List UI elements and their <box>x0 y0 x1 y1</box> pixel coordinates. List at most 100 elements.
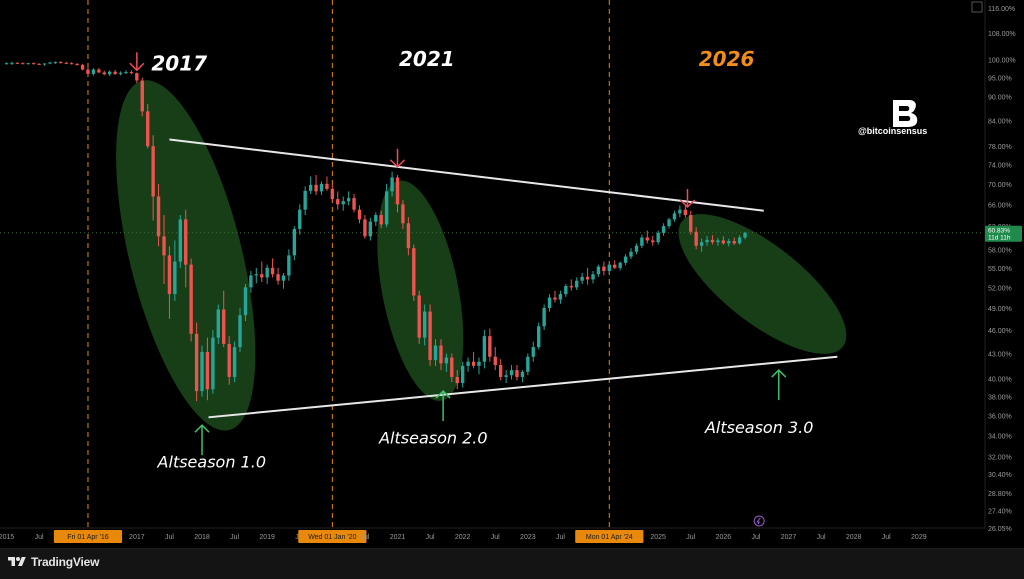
candle-body <box>569 286 573 288</box>
candle-body <box>184 219 188 265</box>
candle-body <box>80 64 85 70</box>
candle-body <box>547 297 552 309</box>
candle-body <box>460 365 465 384</box>
arrow-up-icon <box>194 424 210 433</box>
arrow-up-icon <box>771 369 787 378</box>
x-tick-label: Jul <box>686 534 695 541</box>
candle-body <box>374 215 378 222</box>
tradingview-logo[interactable]: TradingView <box>8 555 99 569</box>
candle-body <box>667 219 671 227</box>
candle-body <box>292 228 297 256</box>
candle-body <box>623 256 628 263</box>
tradingview-logo-icon <box>8 557 26 566</box>
candle-body <box>216 309 220 338</box>
y-tick-label: 49.00% <box>988 306 1012 313</box>
arrow-down-icon <box>389 159 406 168</box>
candle-body <box>156 196 161 237</box>
candle-body <box>205 351 210 390</box>
bitcoinsensus-logo-icon <box>893 100 918 127</box>
candle-body <box>542 308 546 327</box>
x-tick-label: Jul <box>751 534 760 541</box>
x-tick-label: Jul <box>165 534 174 541</box>
current-value-label: 60.83% <box>988 228 1010 235</box>
candle-body <box>194 333 199 392</box>
trendline-upper <box>169 138 764 212</box>
candle-body <box>602 266 606 271</box>
year-label: 2026 <box>699 47 755 71</box>
x-tick-label: Jul <box>230 534 239 541</box>
y-tick-label: 70.00% <box>988 182 1012 189</box>
x-tick-label: 2025 <box>650 534 666 541</box>
candle-body <box>140 80 144 112</box>
arrow-up-icon <box>435 390 451 399</box>
candle-body <box>689 215 693 232</box>
candle-body <box>363 219 367 237</box>
candle-body <box>645 237 649 241</box>
candle-body <box>732 241 736 244</box>
year-label: 2017 <box>151 51 207 75</box>
y-tick-label: 43.00% <box>988 352 1012 359</box>
candle-body <box>591 274 595 280</box>
candle-body <box>455 376 459 384</box>
candle-body <box>401 204 405 224</box>
candle-body <box>433 345 438 361</box>
x-tick-label: 2017 <box>129 534 145 541</box>
altseason-label: Altseason 1.0 <box>157 452 266 471</box>
candle-body <box>613 264 617 268</box>
candle-body <box>466 361 470 366</box>
candle-body <box>129 72 134 74</box>
candle-body <box>743 232 747 238</box>
tradingview-wordmark: TradingView <box>31 555 100 569</box>
candle-body <box>276 274 280 281</box>
candle-body <box>721 240 726 244</box>
candle-body <box>384 191 389 225</box>
candle-body <box>423 311 427 338</box>
candle-body <box>618 262 622 268</box>
date-highlight <box>53 530 123 543</box>
chart-svg[interactable]: 2017 2021 2026 Altseason 1.0 Altseason 2.0 Al… <box>0 0 1024 548</box>
candle-body <box>488 336 492 357</box>
y-tick-label: 32.00% <box>988 454 1012 461</box>
candle-body <box>531 347 535 357</box>
candle-body <box>683 209 688 216</box>
candle-body <box>59 62 63 64</box>
y-tick-label: 28.80% <box>988 491 1012 498</box>
candle-body <box>580 276 584 281</box>
footer-bar: TradingView <box>0 548 1024 579</box>
candle-body <box>243 287 248 316</box>
current-value-badge <box>985 225 1022 242</box>
candle-body <box>97 69 101 73</box>
candle-body <box>558 294 563 300</box>
candle-body <box>308 184 313 191</box>
y-tick-label: 95.00% <box>988 76 1012 83</box>
candle-body <box>75 63 79 65</box>
candle-body <box>254 274 258 276</box>
x-tick-label-highlight: Mon 01 Apr '24 <box>586 534 633 541</box>
x-tick-label: 2018 <box>194 534 210 541</box>
candle-body <box>42 63 47 65</box>
candle-body <box>395 177 400 205</box>
chart-area[interactable]: 2017 2021 2026 Altseason 1.0 Altseason 2.0 Al… <box>0 0 1024 548</box>
candle-body <box>64 62 68 64</box>
candle-body <box>314 184 318 192</box>
candle-body <box>661 226 666 233</box>
candle-body <box>672 213 677 220</box>
candle-body <box>26 63 30 65</box>
x-tick-label: 2023 <box>520 534 536 541</box>
candle-body <box>737 237 742 244</box>
x-tick-label: 2021 <box>390 534 406 541</box>
y-tick-label: 26.05% <box>988 526 1012 533</box>
settings-icon <box>971 1 983 13</box>
candle-body <box>634 245 639 252</box>
candle-body <box>651 240 655 243</box>
candle-body <box>564 286 568 295</box>
candle-body <box>439 345 443 364</box>
arrow-down-icon <box>679 199 696 209</box>
date-highlight <box>298 530 367 543</box>
x-tick-label: Jul <box>882 534 891 541</box>
candle-body <box>200 351 204 392</box>
candle-body <box>319 183 324 192</box>
candle-body <box>227 343 231 377</box>
y-tick-label: 116.00% <box>988 6 1015 13</box>
